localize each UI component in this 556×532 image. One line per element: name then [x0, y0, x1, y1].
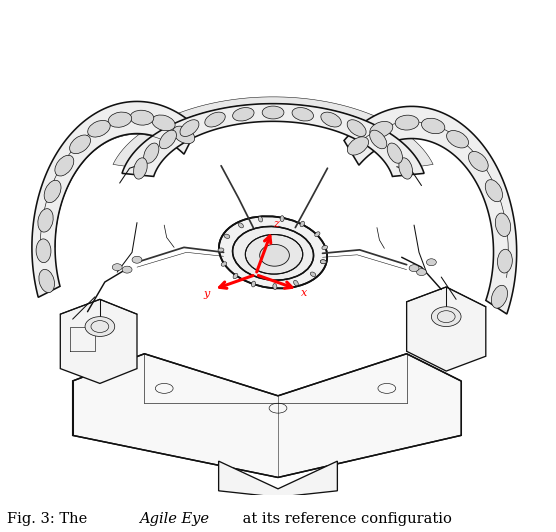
Ellipse shape: [498, 250, 512, 273]
Ellipse shape: [321, 112, 341, 127]
Polygon shape: [73, 354, 461, 477]
Ellipse shape: [132, 256, 142, 263]
Ellipse shape: [280, 215, 284, 222]
Polygon shape: [113, 97, 433, 166]
Ellipse shape: [426, 259, 436, 265]
Ellipse shape: [180, 120, 199, 137]
Ellipse shape: [122, 266, 132, 273]
Ellipse shape: [221, 262, 227, 266]
Polygon shape: [122, 104, 424, 177]
Ellipse shape: [173, 126, 195, 144]
Ellipse shape: [294, 280, 298, 286]
Ellipse shape: [399, 158, 413, 179]
Ellipse shape: [239, 223, 244, 228]
Ellipse shape: [492, 285, 508, 308]
Text: x: x: [301, 288, 307, 298]
Ellipse shape: [224, 234, 230, 238]
Ellipse shape: [320, 260, 326, 264]
Ellipse shape: [219, 216, 327, 288]
Ellipse shape: [44, 180, 61, 203]
Ellipse shape: [205, 112, 225, 127]
Ellipse shape: [485, 180, 503, 202]
Ellipse shape: [495, 213, 510, 237]
Ellipse shape: [416, 269, 426, 276]
Ellipse shape: [245, 235, 302, 274]
Polygon shape: [60, 300, 137, 384]
Ellipse shape: [310, 272, 316, 277]
Ellipse shape: [232, 107, 254, 121]
Polygon shape: [344, 106, 517, 314]
Ellipse shape: [108, 112, 132, 127]
Ellipse shape: [292, 107, 314, 121]
Ellipse shape: [112, 264, 122, 271]
Ellipse shape: [315, 232, 320, 237]
Polygon shape: [32, 102, 197, 297]
Ellipse shape: [260, 244, 289, 266]
Ellipse shape: [55, 155, 74, 176]
Ellipse shape: [85, 317, 115, 336]
Ellipse shape: [387, 143, 403, 163]
Ellipse shape: [370, 130, 387, 149]
Polygon shape: [406, 287, 486, 371]
Ellipse shape: [130, 110, 154, 125]
Ellipse shape: [143, 143, 159, 163]
Ellipse shape: [320, 260, 326, 264]
Ellipse shape: [39, 269, 54, 293]
Ellipse shape: [300, 221, 305, 227]
Ellipse shape: [38, 209, 53, 232]
Ellipse shape: [421, 118, 445, 134]
Ellipse shape: [431, 307, 461, 327]
Ellipse shape: [251, 281, 256, 287]
Ellipse shape: [395, 115, 419, 130]
Ellipse shape: [273, 284, 277, 289]
Text: y: y: [203, 289, 210, 300]
Ellipse shape: [88, 120, 110, 137]
Text: Fig. 3: The: Fig. 3: The: [7, 512, 92, 526]
Ellipse shape: [370, 121, 393, 137]
Ellipse shape: [70, 135, 91, 154]
Ellipse shape: [322, 245, 327, 250]
Ellipse shape: [233, 273, 238, 279]
Ellipse shape: [446, 130, 469, 148]
Ellipse shape: [218, 248, 224, 252]
Text: Agile Eye: Agile Eye: [139, 512, 209, 526]
Ellipse shape: [347, 120, 366, 137]
Ellipse shape: [152, 115, 175, 131]
Ellipse shape: [262, 106, 284, 119]
Ellipse shape: [133, 158, 147, 179]
Text: at its reference configuratio: at its reference configuratio: [238, 512, 452, 526]
Ellipse shape: [409, 265, 419, 272]
Ellipse shape: [348, 137, 369, 155]
Ellipse shape: [469, 152, 488, 171]
Text: z: z: [273, 219, 279, 229]
Ellipse shape: [232, 227, 314, 280]
Ellipse shape: [36, 239, 51, 263]
Ellipse shape: [160, 130, 176, 149]
Ellipse shape: [259, 217, 262, 222]
Polygon shape: [219, 461, 337, 497]
